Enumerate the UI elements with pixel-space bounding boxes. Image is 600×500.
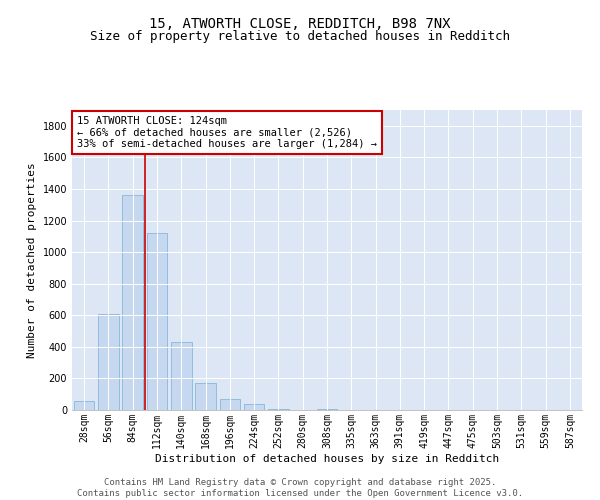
Text: Contains HM Land Registry data © Crown copyright and database right 2025.
Contai: Contains HM Land Registry data © Crown c…	[77, 478, 523, 498]
Bar	[268, 409, 289, 410]
Text: 15, ATWORTH CLOSE, REDDITCH, B98 7NX: 15, ATWORTH CLOSE, REDDITCH, B98 7NX	[149, 18, 451, 32]
Bar	[171, 342, 191, 410]
Text: Size of property relative to detached houses in Redditch: Size of property relative to detached ho…	[90, 30, 510, 43]
Bar	[220, 398, 240, 410]
Y-axis label: Number of detached properties: Number of detached properties	[27, 162, 37, 358]
Bar	[317, 409, 337, 410]
Bar	[195, 383, 216, 410]
Text: 15 ATWORTH CLOSE: 124sqm
← 66% of detached houses are smaller (2,526)
33% of sem: 15 ATWORTH CLOSE: 124sqm ← 66% of detach…	[77, 116, 377, 149]
Bar	[146, 233, 167, 410]
Bar	[98, 314, 119, 410]
Bar	[122, 196, 143, 410]
Bar	[74, 402, 94, 410]
Bar	[244, 404, 265, 410]
X-axis label: Distribution of detached houses by size in Redditch: Distribution of detached houses by size …	[155, 454, 499, 464]
